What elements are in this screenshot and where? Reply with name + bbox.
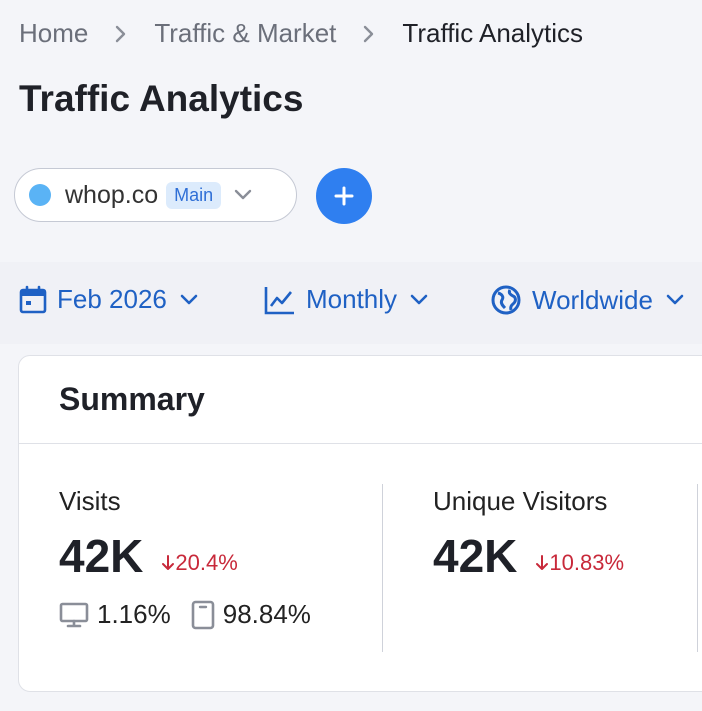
- arrow-down-icon: [162, 555, 175, 570]
- mobile-share: 98.84%: [222, 599, 311, 629]
- date-filter-label: Feb 2026: [57, 284, 167, 314]
- desktop-share: 1.16%: [97, 599, 171, 629]
- metric-divider: [697, 484, 698, 652]
- breadcrumb: Home Traffic & Market Traffic Analytics: [19, 18, 583, 49]
- chevron-right-icon: [336, 24, 402, 44]
- breadcrumb-traffic-analytics: Traffic Analytics: [402, 18, 584, 48]
- granularity-filter[interactable]: Monthly: [264, 284, 429, 315]
- region-filter-label: Worldwide: [532, 284, 653, 315]
- summary-title: Summary: [59, 381, 205, 417]
- main-badge: Main: [166, 181, 222, 209]
- line-chart-icon: [264, 285, 296, 315]
- filter-bar: Feb 2026 Monthly Worldwide: [0, 262, 702, 344]
- breadcrumb-home[interactable]: Home: [19, 18, 89, 48]
- domain-color-dot: [29, 184, 51, 206]
- domain-name: whop.co: [65, 180, 159, 209]
- unique-visitors-change-value: 10.83%: [549, 550, 625, 575]
- unique-visitors-label: Unique Visitors: [433, 486, 608, 516]
- summary-header: Summary: [19, 356, 702, 444]
- visits-metric: Visits 42K 20.4% 1.16% 98.84%: [59, 486, 311, 630]
- chevron-right-icon: [88, 24, 154, 44]
- breadcrumb-traffic-market[interactable]: Traffic & Market: [154, 18, 337, 48]
- visits-change-value: 20.4%: [175, 550, 238, 575]
- chevron-down-icon: [665, 293, 685, 307]
- chevron-down-icon: [179, 293, 199, 307]
- granularity-filter-label: Monthly: [306, 284, 398, 314]
- add-domain-button[interactable]: [316, 168, 372, 224]
- desktop-icon: [59, 601, 89, 629]
- plus-icon: [334, 186, 354, 206]
- domain-selector[interactable]: whop.co Main: [14, 168, 297, 222]
- chevron-down-icon: [233, 188, 253, 202]
- unique-visitors-value: 42K: [433, 530, 518, 582]
- calendar-icon: [19, 285, 47, 315]
- device-split: 1.16% 98.84%: [59, 599, 311, 630]
- chevron-down-icon: [409, 293, 429, 307]
- unique-visitors-metric: Unique Visitors 42K 10.83%: [433, 486, 624, 583]
- visits-change: 20.4%: [161, 550, 238, 576]
- arrow-down-icon: [536, 555, 549, 570]
- page-title: Traffic Analytics: [19, 78, 304, 119]
- metric-divider: [382, 484, 383, 652]
- visits-label: Visits: [59, 486, 121, 516]
- mobile-icon: [191, 600, 215, 630]
- globe-icon: [490, 284, 522, 316]
- date-filter[interactable]: Feb 2026: [19, 284, 199, 315]
- summary-card: Summary Visits 42K 20.4% 1.16% 98.84% Un…: [18, 355, 702, 692]
- visits-value: 42K: [59, 530, 144, 582]
- unique-visitors-change: 10.83%: [535, 550, 624, 576]
- region-filter[interactable]: Worldwide: [490, 284, 685, 316]
